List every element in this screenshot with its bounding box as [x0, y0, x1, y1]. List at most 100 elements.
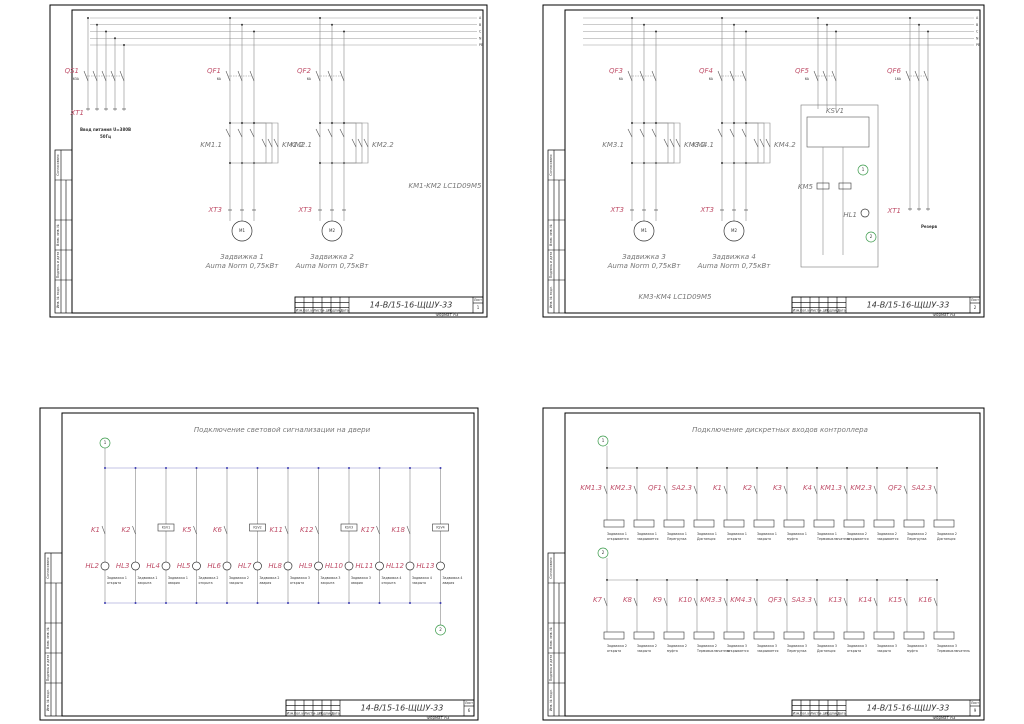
node-circle — [857, 164, 869, 176]
side-stamp-label: Согласовано — [56, 154, 60, 175]
lamp-caption: закрыта — [412, 581, 426, 585]
input-caption: открывается — [607, 537, 629, 541]
junction — [134, 467, 137, 469]
lamp-label: HL13 — [416, 562, 434, 570]
breaker-rating: 63A — [73, 77, 80, 81]
input-box — [603, 519, 625, 528]
stamp-column-label: Изм. — [287, 712, 295, 716]
junction — [165, 602, 167, 604]
input-caption: Дистанция — [817, 649, 835, 653]
bus-label: N — [479, 36, 482, 40]
relay-label: KSV4 — [436, 526, 444, 530]
breaker-rating: 16A — [895, 77, 902, 81]
input-box — [693, 519, 715, 528]
side-stamp — [44, 552, 63, 717]
contactor-contact — [651, 128, 657, 138]
sheet-border — [542, 407, 985, 721]
input-caption: Задвижка 3 — [847, 644, 867, 648]
input-box — [933, 519, 955, 528]
control-box — [800, 104, 879, 268]
sheet: Согласовано Взам. инв. № Подпись и дата Инв… — [39, 407, 479, 721]
input-caption: Термовыключатель — [816, 537, 850, 541]
relay-label: KSV3 — [345, 526, 353, 530]
input-caption: Задвижка 1 — [697, 532, 717, 536]
contact-label: SA2.3 — [672, 484, 692, 492]
contact — [813, 485, 818, 495]
reserve-caption: Резерв — [921, 224, 938, 229]
contact — [903, 597, 908, 607]
node-label: 1 — [104, 440, 107, 445]
contactor-contact — [363, 138, 369, 148]
junction — [319, 162, 321, 164]
side-stamp-label: Взам. инв. № — [46, 627, 50, 649]
input-box — [753, 519, 775, 528]
junction — [927, 30, 929, 33]
contact-label: K16 — [919, 596, 933, 604]
junction — [317, 602, 320, 604]
stamp-column-label: Кол.уч — [303, 309, 314, 313]
junction — [165, 467, 167, 469]
input-caption: Задвижка 2 — [907, 532, 927, 536]
contact-label: K15 — [889, 596, 903, 604]
breaker-label: QF5 — [795, 67, 810, 75]
motor — [321, 220, 343, 242]
lamp-caption: открыта — [382, 581, 396, 585]
input-box — [633, 631, 655, 640]
terminal-label: XT1 — [886, 207, 901, 215]
contactor-note: KM1-KM2 LC1D09M5 — [409, 182, 482, 190]
input-caption: Задвижка 2 — [667, 644, 687, 648]
motor-label: M2 — [329, 228, 335, 233]
input-caption: Задвижка 2 — [937, 532, 957, 536]
junction — [256, 602, 259, 604]
lamp-label: HL2 — [85, 562, 99, 570]
lamp-caption: открыта — [107, 581, 121, 585]
breaker-contact — [110, 70, 116, 82]
input-caption: закрывается — [877, 537, 899, 541]
stamp-column-label: Дата — [837, 309, 845, 313]
junction — [319, 122, 321, 124]
input-caption: Ввод питания U=380В — [80, 127, 131, 132]
contactor-label: KM4.1 — [692, 141, 714, 149]
junction — [331, 23, 333, 26]
input-caption: Задвижка 3 — [907, 644, 927, 648]
terminal-label: XT3 — [699, 206, 714, 214]
drive-model: Auma Norm 0,75кВт — [205, 262, 280, 270]
contact — [903, 485, 908, 495]
input-caption: Задвижка 1 — [607, 532, 627, 536]
node-label: 1 — [602, 438, 605, 443]
document-code: 14-В/15-16-ЩШУ-33 — [361, 704, 444, 713]
lamp-caption: Задвижка 1 — [138, 576, 158, 580]
stamp-column-label: Подпись — [319, 712, 333, 716]
title-block — [285, 699, 475, 717]
contact-label: K9 — [653, 596, 663, 604]
input-caption: открыта — [607, 649, 621, 653]
stamp-column-label: Подпись — [328, 309, 342, 313]
junction — [918, 23, 920, 26]
input-box — [903, 631, 925, 640]
input-caption: открывается — [727, 649, 749, 653]
input-caption: Задвижка 2 — [877, 532, 897, 536]
input-caption: Задвижка 1 — [727, 532, 747, 536]
contact — [873, 597, 878, 607]
input-box — [813, 519, 835, 528]
stamp-column-label: Подпись — [825, 309, 839, 313]
junction — [655, 122, 657, 124]
contact-label: K14 — [859, 596, 873, 604]
stamp-column-label: № док — [818, 309, 828, 313]
contactor-label: KM1.1 — [200, 141, 222, 149]
stamp-column-label: Кол.уч — [800, 309, 811, 313]
junction — [835, 30, 837, 33]
contactor-contact — [237, 128, 243, 138]
side-stamp-label: Подпись и дата — [56, 252, 60, 278]
reverse-wire — [632, 122, 681, 164]
contact-label: KM3.3 — [700, 596, 722, 604]
relay — [806, 116, 870, 148]
lamp-caption: Задвижка 2 — [199, 576, 219, 580]
junction — [745, 122, 747, 124]
contactor-contact — [729, 128, 735, 138]
junction — [721, 17, 723, 19]
input-caption: Перегрузка — [787, 649, 807, 653]
lamp-caption: Задвижка 2 — [260, 576, 280, 580]
motor-label: M2 — [731, 228, 737, 233]
lamp-label: HL9 — [299, 562, 313, 570]
